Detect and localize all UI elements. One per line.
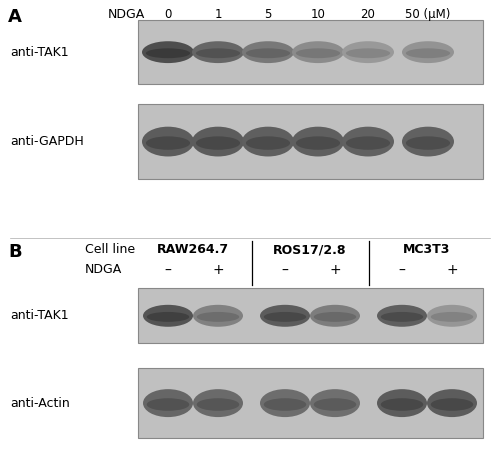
Ellipse shape [296, 137, 340, 150]
Text: anti-TAK1: anti-TAK1 [10, 309, 68, 322]
Ellipse shape [310, 305, 360, 327]
Text: –: – [398, 263, 406, 277]
Text: NDGA: NDGA [108, 8, 145, 21]
Ellipse shape [381, 398, 423, 411]
Text: 10: 10 [310, 8, 326, 21]
Ellipse shape [196, 48, 240, 58]
Ellipse shape [246, 137, 290, 150]
Ellipse shape [381, 312, 423, 322]
Text: anti-TAK1: anti-TAK1 [10, 46, 68, 59]
Text: anti-Actin: anti-Actin [10, 397, 70, 410]
Ellipse shape [314, 312, 356, 322]
Ellipse shape [377, 305, 427, 327]
Ellipse shape [346, 137, 390, 150]
Ellipse shape [147, 398, 189, 411]
Ellipse shape [342, 41, 394, 63]
Ellipse shape [246, 48, 290, 58]
Ellipse shape [427, 389, 477, 417]
Ellipse shape [192, 41, 244, 63]
Ellipse shape [264, 398, 306, 411]
Ellipse shape [147, 312, 189, 322]
Ellipse shape [314, 398, 356, 411]
Text: 5: 5 [264, 8, 272, 21]
Ellipse shape [292, 127, 344, 156]
Bar [138, 20, 483, 84]
Ellipse shape [402, 41, 454, 63]
Ellipse shape [292, 41, 344, 63]
Ellipse shape [192, 127, 244, 156]
Text: –: – [164, 263, 172, 277]
Ellipse shape [142, 41, 194, 63]
Bar [138, 368, 483, 438]
Ellipse shape [260, 305, 310, 327]
Ellipse shape [193, 305, 243, 327]
Ellipse shape [406, 48, 450, 58]
Text: Cell line: Cell line [85, 244, 135, 257]
Bar [138, 288, 483, 343]
Ellipse shape [196, 137, 240, 150]
Text: A: A [8, 8, 22, 26]
Ellipse shape [427, 305, 477, 327]
Text: ROS17/2.8: ROS17/2.8 [273, 244, 347, 257]
Ellipse shape [143, 305, 193, 327]
Ellipse shape [193, 389, 243, 417]
Text: B: B [8, 244, 22, 262]
Ellipse shape [197, 312, 240, 322]
Ellipse shape [146, 137, 190, 150]
Ellipse shape [264, 312, 306, 322]
Text: anti-GAPDH: anti-GAPDH [10, 135, 84, 148]
Ellipse shape [142, 127, 194, 156]
Ellipse shape [406, 137, 450, 150]
Bar [138, 104, 483, 179]
Ellipse shape [197, 398, 240, 411]
Ellipse shape [402, 127, 454, 156]
Ellipse shape [242, 127, 294, 156]
Ellipse shape [431, 312, 473, 322]
Text: RAW264.7: RAW264.7 [157, 244, 229, 257]
Text: +: + [329, 263, 341, 277]
Ellipse shape [260, 389, 310, 417]
Ellipse shape [346, 48, 390, 58]
Text: 50 (μM): 50 (μM) [406, 8, 450, 21]
Text: 20: 20 [360, 8, 376, 21]
Ellipse shape [296, 48, 340, 58]
Ellipse shape [342, 127, 394, 156]
Ellipse shape [146, 48, 190, 58]
Ellipse shape [143, 389, 193, 417]
Text: MC3T3: MC3T3 [404, 244, 450, 257]
Text: NDGA: NDGA [85, 263, 122, 276]
Ellipse shape [310, 389, 360, 417]
Ellipse shape [242, 41, 294, 63]
Text: –: – [282, 263, 288, 277]
Text: 1: 1 [214, 8, 222, 21]
Text: 0: 0 [164, 8, 172, 21]
Ellipse shape [431, 398, 473, 411]
Ellipse shape [377, 389, 427, 417]
Text: +: + [446, 263, 458, 277]
Text: +: + [212, 263, 224, 277]
